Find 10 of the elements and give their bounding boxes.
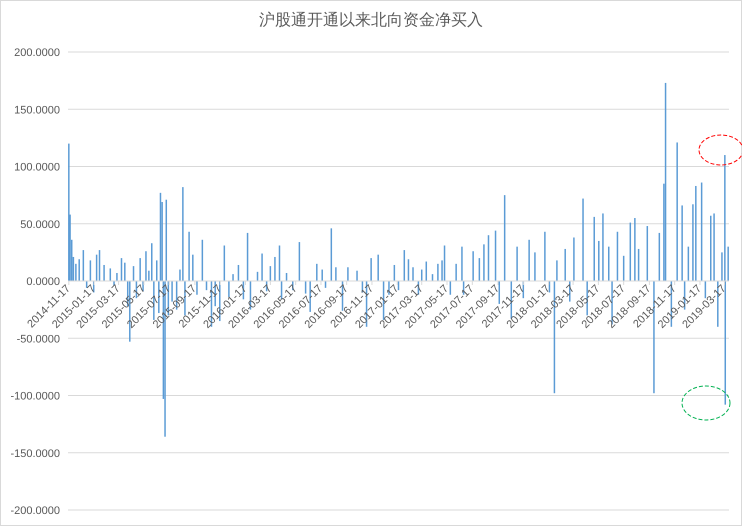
chart-title: 沪股通开通以来北向资金净买入 <box>259 11 483 29</box>
y-tick-label: 200.0000 <box>14 47 60 59</box>
y-tick-label: 0.0000 <box>26 276 60 288</box>
y-tick-label: 50.0000 <box>20 218 60 231</box>
y-tick-label: -150.0000 <box>10 448 60 460</box>
y-tick-label: -50.0000 <box>16 333 60 346</box>
y-tick-label: 100.0000 <box>14 162 60 174</box>
y-tick-label: 150.0000 <box>14 104 60 116</box>
y-tick-label: -100.0000 <box>10 390 60 402</box>
y-tick-label: -200.0000 <box>10 505 60 517</box>
